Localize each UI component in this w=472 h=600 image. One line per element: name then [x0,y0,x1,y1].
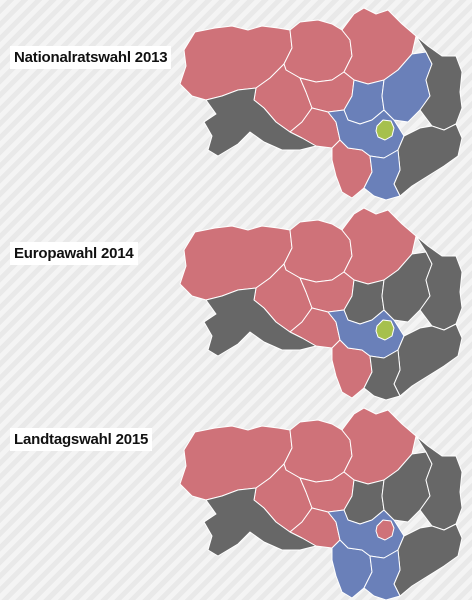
region-map [179,7,463,201]
region-west-enclave [203,87,317,157]
region-north-center [283,419,353,483]
region-west-enclave [203,287,317,357]
region-south [363,549,401,600]
region-north-center [283,19,353,83]
region-graz [375,519,395,541]
region-south [363,349,401,401]
map-title: Nationalratswahl 2013 [10,46,172,69]
map-title: Europawahl 2014 [10,242,138,265]
region-south [363,149,401,201]
region-west-enclave [203,487,317,557]
region-map [179,207,463,401]
map-title: Landtagswahl 2015 [10,428,153,451]
region-south-east [393,323,463,397]
map-panel-landtagswahl-2015: Landtagswahl 2015 [0,400,472,600]
map-panel-nationalratswahl-2013: Nationalratswahl 2013 [0,0,472,201]
region-south-east [393,523,463,597]
region-south-east [393,123,463,197]
region-graz [375,119,395,141]
region-graz [375,319,395,341]
map-panel-europawahl-2014: Europawahl 2014 [0,200,472,401]
region-map [179,407,463,600]
region-north-center [283,219,353,283]
